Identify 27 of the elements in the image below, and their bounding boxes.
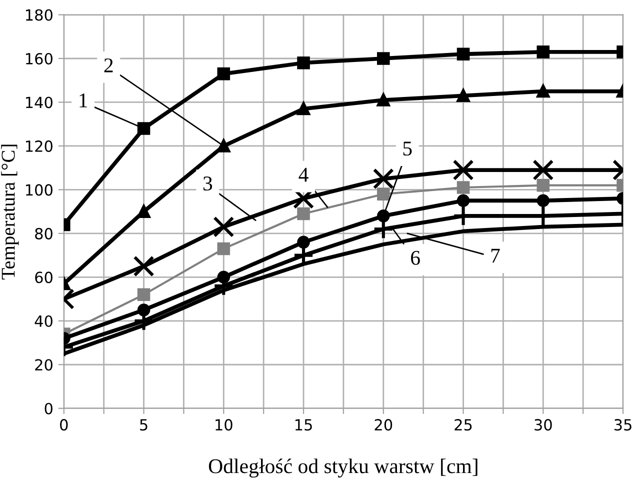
y-tick-label: 100 (26, 184, 52, 196)
y-tick-label: 140 (26, 96, 52, 108)
y-tick-label: 40 (34, 315, 52, 327)
annotation: 3 (203, 176, 212, 191)
x-tick-label: 25 (454, 419, 472, 431)
annotation: 7 (491, 248, 500, 262)
x-tick-label: 5 (140, 419, 148, 431)
annotation: 6 (411, 250, 420, 265)
y-tick-label: 20 (35, 359, 52, 371)
x-tick-label: 0 (60, 419, 68, 431)
y-tick-label: 120 (26, 140, 52, 152)
annotation: 1 (80, 93, 88, 108)
annotation: 2 (104, 58, 113, 72)
annotation: 4 (298, 168, 308, 182)
x-tick-label: 10 (216, 419, 232, 431)
x-axis-title: Odległość od styku warstw [cm] (208, 458, 478, 478)
y-tick-label: 180 (26, 9, 52, 21)
x-tick-label: 30 (534, 419, 552, 431)
x-tick-label: 35 (614, 419, 632, 431)
y-tick-label: 160 (26, 52, 52, 65)
x-tick-label: 20 (374, 419, 392, 431)
y-tick-label: 60 (35, 272, 52, 284)
y-tick-label: 0 (44, 402, 52, 414)
y-tick-label: 80 (35, 228, 52, 240)
y-axis-title: Temperatura [°C] (1, 144, 19, 280)
annotation: 5 (403, 142, 412, 156)
x-tick-label: 15 (295, 419, 312, 431)
